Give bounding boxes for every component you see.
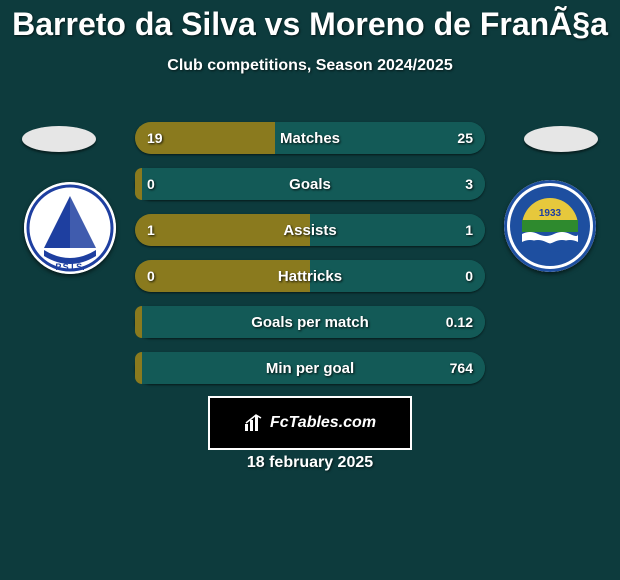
stat-row: Assists1 1 [135, 214, 485, 246]
stat-row: Goals0 3 [135, 168, 485, 200]
stat-label: Goals per match [135, 306, 485, 338]
stat-label: Hattricks [135, 260, 485, 292]
player-left-flag [22, 126, 96, 152]
watermark-text: FcTables.com [270, 414, 376, 432]
player-right-flag [524, 126, 598, 152]
page-subtitle: Club competitions, Season 2024/2025 [0, 57, 620, 75]
watermark: FcTables.com [208, 396, 412, 450]
stat-right-value: 0 [465, 260, 473, 292]
stat-label: Matches [135, 122, 485, 154]
stat-right-value: 3 [465, 168, 473, 200]
stat-label: Min per goal [135, 352, 485, 384]
date-label: 18 february 2025 [0, 454, 620, 472]
stat-left-value: 0 [147, 260, 155, 292]
stat-right-value: 1 [465, 214, 473, 246]
chart-icon [244, 414, 264, 432]
page-title: Barreto da Silva vs Moreno de FranÃ§a [0, 0, 620, 43]
stat-row: Goals per match0.12 [135, 306, 485, 338]
stat-label: Goals [135, 168, 485, 200]
svg-text:P.S.I.S.: P.S.I.S. [55, 262, 84, 272]
stat-right-value: 0.12 [446, 306, 473, 338]
svg-text:ERSIL: ERSIL [538, 189, 562, 198]
stat-row: Min per goal764 [135, 352, 485, 384]
stat-right-value: 764 [450, 352, 473, 384]
club-badge-left: P.S.I.S. [24, 182, 116, 274]
stat-label: Assists [135, 214, 485, 246]
stat-left-value: 0 [147, 168, 155, 200]
stat-left-value: 1 [147, 214, 155, 246]
stat-right-value: 25 [457, 122, 473, 154]
comparison-bars: Matches1925Goals03Assists11Hattricks00Go… [135, 122, 485, 398]
club-badge-right: ERSIL 1933 [504, 180, 596, 272]
stat-left-value: 19 [147, 122, 163, 154]
badge-year: 1933 [539, 208, 562, 219]
stat-row: Hattricks0 0 [135, 260, 485, 292]
page-root: Barreto da Silva vs Moreno de FranÃ§a Cl… [0, 0, 620, 580]
stat-row: Matches19 25 [135, 122, 485, 154]
